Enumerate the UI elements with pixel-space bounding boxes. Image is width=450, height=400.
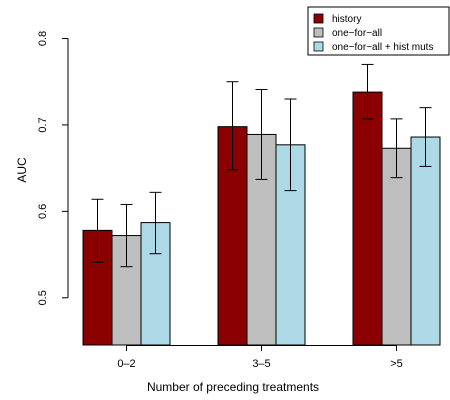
y-tick-label: 0.5 bbox=[37, 290, 49, 305]
bars bbox=[82, 91, 441, 346]
y-tick-label: 0.6 bbox=[37, 204, 49, 219]
legend-box bbox=[307, 6, 450, 56]
error-bars bbox=[91, 63, 432, 268]
legend-swatch bbox=[313, 13, 324, 24]
legend-label: history bbox=[332, 14, 361, 25]
legend-swatch bbox=[313, 27, 324, 38]
x-tick-label: >5 bbox=[390, 358, 403, 370]
y-axis: 0.5 0.6 0.7 0.8 bbox=[37, 31, 69, 305]
y-axis-label: AUC bbox=[15, 157, 29, 183]
bar bbox=[410, 136, 441, 346]
legend-swatch bbox=[313, 41, 324, 52]
x-tick-label: 3–5 bbox=[252, 358, 270, 370]
y-tick-label: 0.8 bbox=[37, 31, 49, 46]
legend-label: one−for−all + hist muts bbox=[332, 42, 433, 53]
x-axis: 0–2 3–5 >5 bbox=[117, 345, 403, 370]
legend-label: one−for−all bbox=[332, 28, 382, 39]
y-tick-label: 0.7 bbox=[37, 117, 49, 132]
bar bbox=[381, 147, 412, 346]
x-axis-label: Number of preceding treatments bbox=[147, 380, 319, 394]
legend: history one−for−all one−for−all + hist mut… bbox=[307, 6, 450, 56]
bar bbox=[352, 91, 383, 346]
x-tick-label: 0–2 bbox=[117, 358, 135, 370]
